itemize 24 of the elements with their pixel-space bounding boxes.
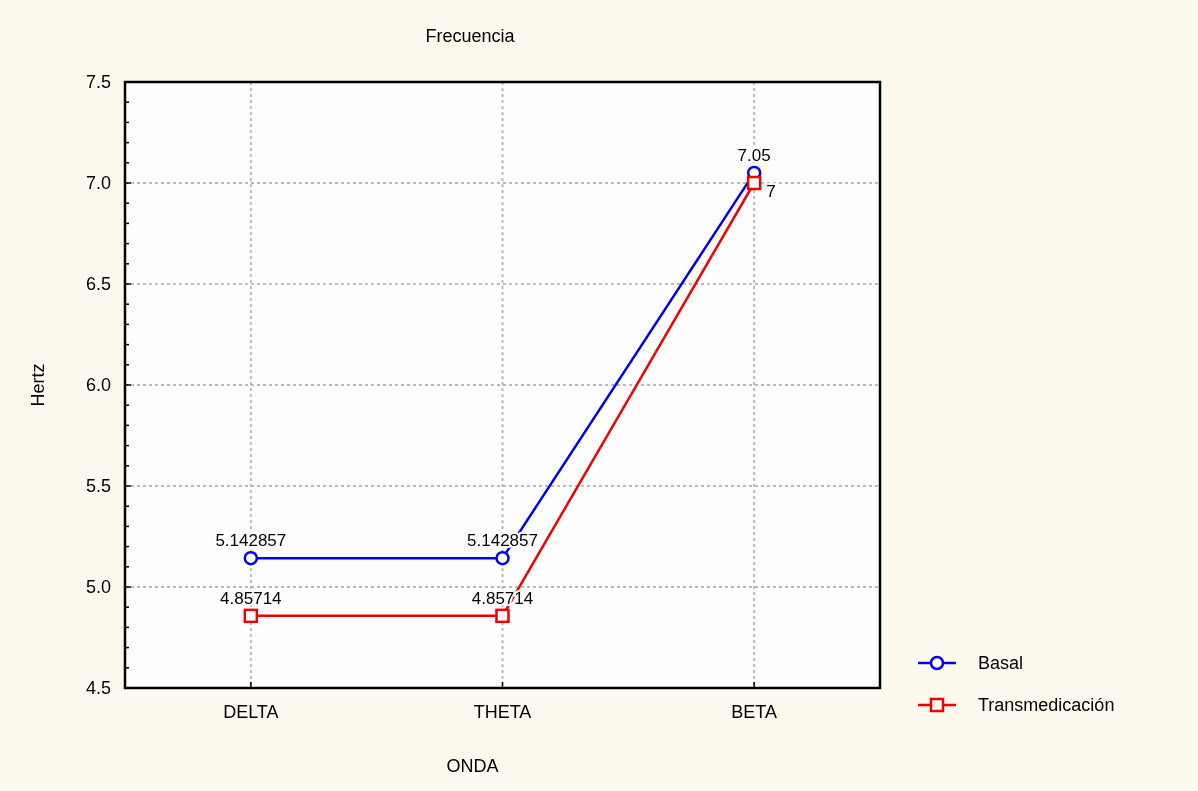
legend-label: Transmedicación bbox=[978, 695, 1115, 716]
x-axis-title: ONDA bbox=[446, 756, 499, 776]
chart-title: Frecuencia bbox=[425, 26, 516, 46]
y-tick-label: 6.0 bbox=[85, 375, 111, 396]
x-tick-label: THETA bbox=[473, 702, 532, 722]
point bbox=[746, 175, 762, 191]
y-tick-label: 7.5 bbox=[85, 72, 111, 93]
point bbox=[495, 550, 510, 566]
point bbox=[495, 608, 510, 624]
x-tick-label: BETA bbox=[731, 702, 778, 722]
x-tick-label: DELTA bbox=[223, 702, 279, 722]
y-axis-title: Hertz bbox=[28, 363, 48, 407]
point bbox=[243, 608, 259, 624]
data-label: 7 bbox=[766, 182, 776, 201]
y-tick-label: 4.5 bbox=[85, 678, 111, 699]
data-label: 4.85714 bbox=[220, 588, 282, 608]
data-label: 5.142857 bbox=[215, 531, 287, 551]
legend-label: Basal bbox=[978, 653, 1024, 674]
y-tick-label: 7.0 bbox=[85, 173, 111, 194]
y-tick-label: 6.5 bbox=[85, 274, 111, 295]
y-tick-label: 5.5 bbox=[85, 476, 111, 497]
data-label: 7.05 bbox=[737, 145, 771, 165]
point bbox=[243, 550, 259, 566]
text: 5.0 bbox=[85, 577, 111, 598]
